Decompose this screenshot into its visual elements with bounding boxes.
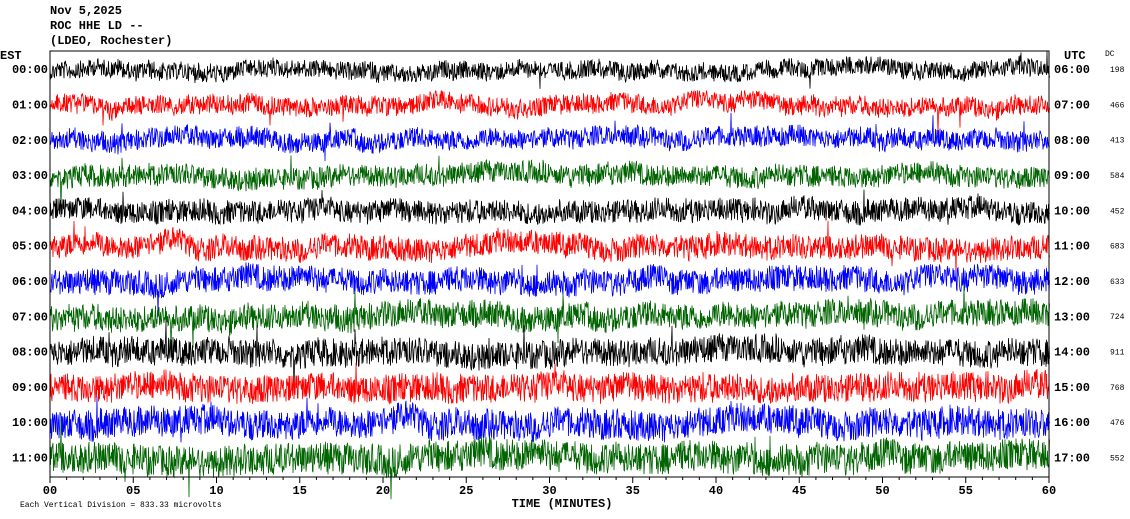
x-tick-label: 40 <box>709 484 723 498</box>
est-label: 01:00 <box>12 98 48 112</box>
est-label: 09:00 <box>12 381 48 395</box>
est-label: 04:00 <box>12 204 48 218</box>
trace <box>49 262 1050 318</box>
est-title: EST <box>0 49 22 63</box>
dc-value: 768 <box>1110 384 1125 393</box>
utc-label: 07:00 <box>1054 98 1090 112</box>
trace <box>49 112 1050 162</box>
utc-label: 08:00 <box>1054 134 1090 148</box>
x-tick-label: 55 <box>959 484 973 498</box>
network: (LDEO, Rochester) <box>50 34 172 48</box>
trace <box>49 51 1050 89</box>
est-label: 07:00 <box>12 310 48 324</box>
x-tick-label: 45 <box>792 484 806 498</box>
date: Nov 5,2025 <box>50 4 122 18</box>
est-label: 03:00 <box>12 169 48 183</box>
est-label: 05:00 <box>12 240 48 254</box>
x-tick-label: 00 <box>43 484 57 498</box>
x-tick-label: 50 <box>875 484 889 498</box>
dc-value: 413 <box>1110 137 1125 146</box>
dc-value: 466 <box>1110 101 1125 110</box>
est-label: 10:00 <box>12 416 48 430</box>
x-tick-label: 60 <box>1042 484 1056 498</box>
dc-value: 683 <box>1110 243 1125 252</box>
utc-label: 17:00 <box>1054 451 1090 465</box>
trace <box>49 220 1050 279</box>
trace <box>49 396 1050 443</box>
dc-value: 452 <box>1110 207 1125 216</box>
x-tick-label: 15 <box>293 484 307 498</box>
utc-title: UTC <box>1064 49 1086 63</box>
utc-label: 14:00 <box>1054 346 1090 360</box>
dc-value: 476 <box>1110 419 1125 428</box>
x-tick-label: 20 <box>376 484 390 498</box>
x-axis-title: TIME (MINUTES) <box>512 497 613 511</box>
footer: Each Vertical Division = 833.33 microvol… <box>20 501 222 510</box>
trace <box>49 320 1050 399</box>
dc-title: DC <box>1105 50 1115 59</box>
est-label: 02:00 <box>12 134 48 148</box>
est-label: 08:00 <box>12 346 48 360</box>
utc-label: 10:00 <box>1054 204 1090 218</box>
x-tick-label: 05 <box>126 484 140 498</box>
est-label: 11:00 <box>12 451 48 465</box>
utc-label: 16:00 <box>1054 416 1090 430</box>
dc-value: 633 <box>1110 278 1125 287</box>
dc-value: 584 <box>1110 172 1125 181</box>
trace <box>49 189 1050 226</box>
x-tick-label: 30 <box>542 484 556 498</box>
x-tick-label: 10 <box>209 484 223 498</box>
trace <box>49 89 1050 135</box>
est-label: 00:00 <box>12 63 48 77</box>
trace <box>49 362 1050 405</box>
dc-value: 198 <box>1110 66 1125 75</box>
x-tick-label: 25 <box>459 484 473 498</box>
utc-label: 12:00 <box>1054 275 1090 289</box>
trace <box>49 419 1050 500</box>
utc-label: 09:00 <box>1054 169 1090 183</box>
x-tick-label: 35 <box>626 484 640 498</box>
trace <box>49 284 1050 355</box>
est-label: 06:00 <box>12 275 48 289</box>
plot-frame <box>49 50 1050 478</box>
dc-value: 724 <box>1110 313 1125 322</box>
trace <box>49 155 1050 213</box>
traces <box>49 51 1050 500</box>
utc-label: 06:00 <box>1054 63 1090 77</box>
dc-value: 911 <box>1110 349 1125 358</box>
utc-label: 13:00 <box>1054 310 1090 324</box>
station: ROC HHE LD -- <box>50 19 144 33</box>
utc-label: 15:00 <box>1054 381 1090 395</box>
utc-label: 11:00 <box>1054 240 1090 254</box>
dc-value: 552 <box>1110 454 1125 463</box>
